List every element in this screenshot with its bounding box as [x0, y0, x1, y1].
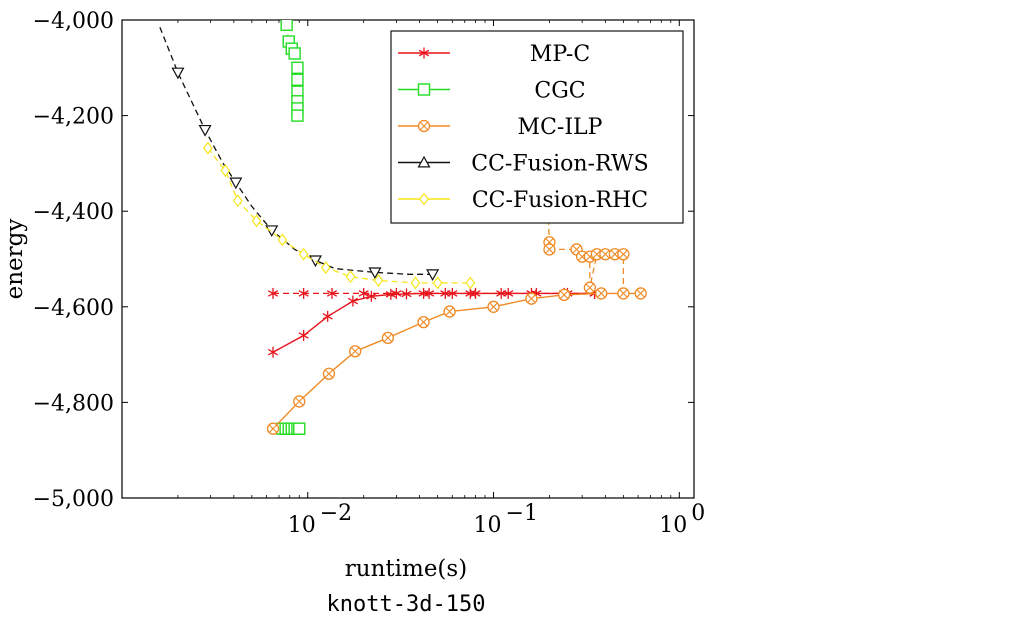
data-point: [280, 20, 293, 31]
data-point: [291, 61, 304, 74]
x-tick-label: 10: [659, 513, 687, 538]
data-point: [634, 287, 647, 300]
data-point: [368, 267, 382, 280]
data-point: [595, 287, 608, 300]
data-point: [424, 287, 435, 299]
data-point: [373, 274, 384, 288]
legend-entry-mc-ilp: MC-ILP: [398, 115, 603, 140]
legend-marker: [417, 155, 431, 168]
legend-label: CC-Fusion-RWS: [471, 152, 648, 177]
data-point: [267, 346, 279, 358]
data-point: [487, 300, 500, 313]
data-point: [229, 177, 243, 190]
x-tick-exponent: −2: [320, 501, 352, 526]
data-point: [366, 290, 377, 302]
legend-label: MC-ILP: [518, 115, 603, 140]
legend-label: CGC: [534, 79, 585, 104]
data-point: [298, 247, 309, 261]
data-point: [558, 288, 571, 302]
data-point: [291, 109, 304, 122]
legend-label: MP-C: [530, 42, 590, 67]
data-point: [203, 141, 213, 155]
legend: MP-C CGC MC-ILP CC-Fusion-RWS CC-Fusion-RHC: [390, 30, 684, 224]
x-tick-exponent: −1: [506, 501, 538, 526]
data-point: [322, 310, 333, 322]
data-point: [293, 395, 306, 408]
series-line: [272, 292, 641, 430]
data-point: [391, 287, 402, 299]
x-tick-label: 10: [288, 513, 316, 538]
data-point: [345, 270, 356, 284]
data-point: [349, 345, 362, 358]
y-tick-label: −4,400: [33, 200, 114, 225]
data-point: [251, 214, 262, 228]
x-axis-label: runtime(s): [345, 556, 467, 582]
data-point: [358, 287, 369, 299]
data-point: [443, 305, 456, 318]
data-point: [232, 194, 243, 208]
data-point: [381, 331, 395, 345]
data-point: [320, 261, 331, 275]
data-point: [277, 233, 288, 247]
legend-entry-cgc: CGC: [398, 79, 586, 104]
data-point: [617, 287, 630, 300]
data-point: [198, 124, 212, 137]
legend-entry-cc-fusion-rhc: CC-Fusion-RHC: [398, 188, 648, 213]
data-point: [293, 422, 306, 435]
legend-marker: [419, 192, 429, 206]
y-tick-label: −5,000: [33, 487, 114, 512]
data-point: [322, 367, 336, 380]
series-line-dashed: [207, 147, 471, 284]
y-tick-label: −4,200: [33, 105, 114, 130]
y-tick-label: −4,800: [33, 391, 114, 416]
data-point: [220, 164, 231, 178]
data-point: [447, 287, 458, 299]
data-point: [298, 287, 309, 299]
data-point: [291, 73, 304, 86]
data-point: [347, 295, 358, 307]
data-point: [465, 276, 476, 290]
x-tick-label: 10: [474, 513, 502, 538]
data-point: [525, 292, 538, 305]
data-point: [265, 225, 279, 238]
data-point: [171, 67, 185, 80]
data-point: [410, 276, 421, 290]
legend-marker: [417, 83, 431, 96]
legend-entry-cc-fusion-rws: CC-Fusion-RWS: [398, 152, 649, 177]
data-point: [401, 288, 412, 300]
data-point: [326, 287, 338, 299]
y-axis-label: energy: [2, 219, 28, 300]
chart-caption: knott-3d-150: [327, 592, 486, 617]
data-point: [617, 248, 630, 261]
legend-entry-mp-c: MP-C: [398, 42, 590, 67]
series-cc-fusion-rhc: [203, 141, 476, 290]
series-cc-fusion-rws: [159, 26, 440, 282]
data-point: [417, 315, 430, 329]
data-point: [288, 47, 301, 60]
legend-marker: [417, 119, 431, 133]
data-point: [426, 269, 440, 282]
data-point: [543, 243, 556, 256]
data-point: [267, 287, 279, 299]
data-point: [583, 281, 596, 294]
data-point: [266, 422, 280, 435]
data-point: [470, 287, 481, 299]
legend-marker: [418, 47, 430, 59]
y-tick-label: −4,000: [33, 9, 114, 34]
y-tick-label: −4,600: [33, 296, 114, 321]
x-tick-exponent: 0: [691, 501, 705, 526]
data-point: [298, 329, 309, 341]
data-point: [503, 287, 514, 299]
legend-box: [390, 30, 684, 224]
series-cgc: [276, 20, 306, 435]
data-point: [432, 276, 443, 290]
legend-label: CC-Fusion-RHC: [472, 188, 648, 213]
data-point: [308, 255, 322, 268]
data-point: [599, 248, 612, 261]
